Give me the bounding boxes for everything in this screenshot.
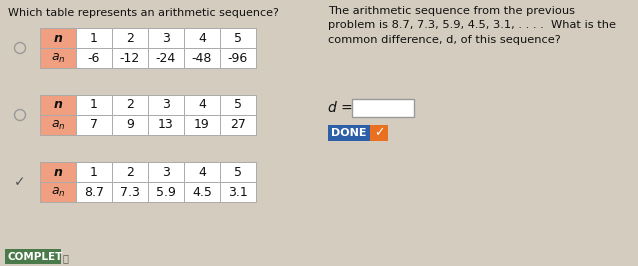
Bar xyxy=(220,115,256,135)
Bar xyxy=(5,249,61,264)
Text: 7: 7 xyxy=(90,118,98,131)
Bar xyxy=(184,28,220,48)
Text: 19: 19 xyxy=(194,118,210,131)
Text: 9: 9 xyxy=(126,118,134,131)
Text: n: n xyxy=(54,98,63,111)
Bar xyxy=(148,48,184,68)
Text: ⮡: ⮡ xyxy=(63,253,69,264)
Bar xyxy=(112,115,148,135)
Bar xyxy=(76,28,112,48)
Bar xyxy=(220,95,256,115)
Bar xyxy=(220,48,256,68)
Bar xyxy=(184,48,220,68)
Bar xyxy=(220,28,256,48)
Text: $a_n$: $a_n$ xyxy=(50,118,65,132)
Text: 5.9: 5.9 xyxy=(156,185,176,198)
Text: 2: 2 xyxy=(126,31,134,44)
Bar xyxy=(148,115,184,135)
Text: 5: 5 xyxy=(234,98,242,111)
Text: 4: 4 xyxy=(198,31,206,44)
Bar xyxy=(184,95,220,115)
Text: 27: 27 xyxy=(230,118,246,131)
Text: 3: 3 xyxy=(162,98,170,111)
Text: 4: 4 xyxy=(198,98,206,111)
Text: -12: -12 xyxy=(120,52,140,64)
Bar xyxy=(76,162,112,182)
Text: 4: 4 xyxy=(198,165,206,178)
Text: -24: -24 xyxy=(156,52,176,64)
Bar xyxy=(40,28,76,48)
Text: 3: 3 xyxy=(162,165,170,178)
Text: DONE: DONE xyxy=(331,128,367,138)
Text: 2: 2 xyxy=(126,165,134,178)
Text: 8.7: 8.7 xyxy=(84,185,104,198)
Bar xyxy=(184,115,220,135)
FancyBboxPatch shape xyxy=(352,99,414,117)
Text: 4.5: 4.5 xyxy=(192,185,212,198)
Text: 3.1: 3.1 xyxy=(228,185,248,198)
Bar xyxy=(76,95,112,115)
Bar xyxy=(112,28,148,48)
Text: 1: 1 xyxy=(90,165,98,178)
Bar xyxy=(148,28,184,48)
Text: n: n xyxy=(54,31,63,44)
Text: Which table represents an arithmetic sequence?: Which table represents an arithmetic seq… xyxy=(8,8,279,18)
Bar xyxy=(112,162,148,182)
Text: n: n xyxy=(54,165,63,178)
Bar xyxy=(40,95,76,115)
Text: 1: 1 xyxy=(90,98,98,111)
Bar xyxy=(40,48,76,68)
Text: $a_n$: $a_n$ xyxy=(50,185,65,198)
Text: 13: 13 xyxy=(158,118,174,131)
Bar xyxy=(370,125,388,141)
Text: d =: d = xyxy=(328,101,353,115)
Text: 3: 3 xyxy=(162,31,170,44)
Text: The arithmetic sequence from the previous
problem is 8.7, 7.3, 5.9, 4.5, 3.1, . : The arithmetic sequence from the previou… xyxy=(328,6,616,45)
Text: -96: -96 xyxy=(228,52,248,64)
Text: ✓: ✓ xyxy=(374,127,384,139)
Bar xyxy=(220,182,256,202)
Bar xyxy=(76,115,112,135)
Bar xyxy=(112,48,148,68)
Bar xyxy=(40,182,76,202)
Text: ✓: ✓ xyxy=(14,175,26,189)
Text: 1: 1 xyxy=(90,31,98,44)
Text: 2: 2 xyxy=(126,98,134,111)
Bar xyxy=(112,95,148,115)
Text: -48: -48 xyxy=(192,52,212,64)
Text: 5: 5 xyxy=(234,165,242,178)
Text: -6: -6 xyxy=(88,52,100,64)
Bar xyxy=(76,182,112,202)
Bar xyxy=(184,162,220,182)
Text: 7.3: 7.3 xyxy=(120,185,140,198)
Bar xyxy=(148,95,184,115)
Bar xyxy=(40,115,76,135)
Text: $a_n$: $a_n$ xyxy=(50,51,65,65)
Text: 5: 5 xyxy=(234,31,242,44)
Bar xyxy=(328,125,370,141)
Bar xyxy=(148,162,184,182)
Bar xyxy=(112,182,148,202)
Bar xyxy=(184,182,220,202)
Bar xyxy=(148,182,184,202)
Bar xyxy=(220,162,256,182)
Text: COMPLET: COMPLET xyxy=(8,251,63,261)
Bar xyxy=(76,48,112,68)
Bar xyxy=(40,162,76,182)
